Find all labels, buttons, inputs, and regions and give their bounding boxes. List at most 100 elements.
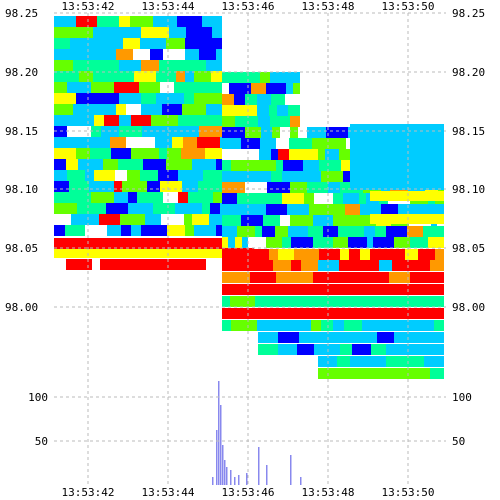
x-tick-label-top: 13:53:46	[222, 0, 275, 13]
heatmap-cell	[381, 204, 391, 215]
volume-bar	[290, 455, 292, 485]
heatmap-cell	[311, 320, 321, 331]
heatmap-cell	[333, 237, 348, 248]
heatmap-cell	[76, 148, 90, 159]
heatmap-cell	[280, 284, 301, 295]
heatmap-cell	[54, 170, 67, 181]
heatmap-cell	[150, 49, 163, 60]
heatmap-cell	[155, 137, 172, 148]
heatmap-cell	[331, 308, 351, 319]
heatmap-cell	[435, 249, 444, 260]
heatmap-cell	[66, 259, 92, 270]
heatmap-cell	[371, 344, 386, 355]
heatmap-cell	[127, 170, 140, 181]
volume-bar	[216, 430, 218, 485]
heatmap-cell	[404, 260, 419, 271]
heatmap-cell	[333, 320, 344, 331]
heatmap-cell	[178, 192, 188, 203]
heatmap-cell	[239, 249, 261, 260]
heatmap-cell	[211, 71, 222, 82]
heatmap-cell	[143, 159, 166, 170]
heatmap-cell	[198, 181, 222, 192]
heatmap-cell	[54, 16, 76, 27]
heatmap-cell	[423, 226, 438, 237]
heatmap-cell	[160, 82, 174, 93]
heatmap-cell	[386, 226, 407, 237]
heatmap-cell	[119, 126, 142, 137]
heatmap-cell	[183, 137, 197, 148]
heatmap-cell	[278, 332, 299, 343]
x-tick-label-bottom: 13:53:46	[222, 486, 275, 499]
heatmap-cell	[350, 135, 444, 146]
heatmap-cell	[287, 72, 300, 83]
heatmap-cell	[54, 82, 67, 93]
heatmap-cell	[77, 49, 100, 60]
heatmap-cell	[54, 192, 72, 203]
heatmap-cell	[216, 225, 222, 236]
volume-bar	[230, 470, 232, 485]
y-tick-label-right: 98.05	[452, 242, 485, 255]
heatmap-cell	[407, 296, 427, 307]
heatmap-cell	[79, 71, 93, 82]
heatmap-cell	[222, 160, 231, 171]
heatmap-cell	[330, 204, 345, 215]
heatmap-cell	[386, 356, 398, 367]
heatmap-cell	[54, 137, 75, 148]
heatmap-cell	[54, 203, 77, 214]
y-tick-label-left: 98.05	[5, 242, 38, 255]
heatmap-cell	[222, 94, 234, 105]
volume-bar	[266, 465, 268, 485]
heatmap-cell	[273, 260, 291, 271]
heatmap-cell	[409, 308, 417, 319]
heatmap-cell	[253, 171, 271, 182]
heatmap-cell	[429, 308, 444, 319]
grid-lines	[54, 12, 446, 485]
y-tick-label-left: 98.20	[5, 66, 38, 79]
y-tick-label-right: 98.15	[452, 125, 485, 138]
heatmap-cell	[122, 71, 134, 82]
heatmap-cell	[364, 226, 375, 237]
heatmap-cell	[344, 296, 366, 307]
heatmap-cell	[192, 159, 216, 170]
heatmap-cell	[298, 296, 325, 307]
volume-tick-label-right: 100	[452, 391, 472, 404]
heatmap-cell	[396, 249, 405, 260]
heatmap-cell	[328, 182, 340, 193]
heatmap-cell	[325, 296, 344, 307]
heatmap-cell	[186, 27, 212, 38]
heatmap-cell	[267, 182, 290, 193]
heatmap-cell	[222, 260, 246, 271]
heatmap-cell	[443, 344, 444, 355]
heatmap-cell	[202, 203, 210, 214]
heatmap-cell	[370, 191, 444, 201]
heatmap-cell	[245, 182, 267, 193]
heatmap-cell	[421, 284, 434, 295]
heatmap-cell	[54, 115, 66, 126]
heatmap-cell	[242, 204, 254, 215]
heatmap-cell	[114, 192, 128, 203]
heatmap-cell	[271, 149, 278, 160]
heatmap-cell	[291, 260, 301, 271]
heatmap-cell	[380, 368, 402, 379]
heatmap-cell	[133, 49, 150, 60]
heatmap-cell	[257, 105, 269, 116]
heatmap-cell	[222, 138, 241, 149]
heatmap-cell	[257, 320, 275, 331]
heatmap-cell	[287, 204, 309, 215]
heatmap-cell	[294, 249, 319, 260]
heatmap-cell	[394, 308, 409, 319]
heatmap-cell	[366, 284, 389, 295]
heatmap-cell	[175, 203, 202, 214]
heatmap-cell	[314, 344, 340, 355]
heatmap-cell	[121, 225, 131, 236]
heatmap-cell	[313, 272, 336, 283]
heatmap-cell	[212, 27, 222, 38]
heatmap-cell	[172, 104, 182, 115]
heatmap-cell	[222, 105, 238, 116]
heatmap-cell	[438, 226, 444, 237]
heatmap-cell	[91, 82, 114, 93]
heatmap-cell	[314, 308, 331, 319]
heatmap-cell	[130, 16, 153, 27]
heatmap-cell	[276, 272, 302, 283]
heatmap-cell	[277, 105, 288, 116]
